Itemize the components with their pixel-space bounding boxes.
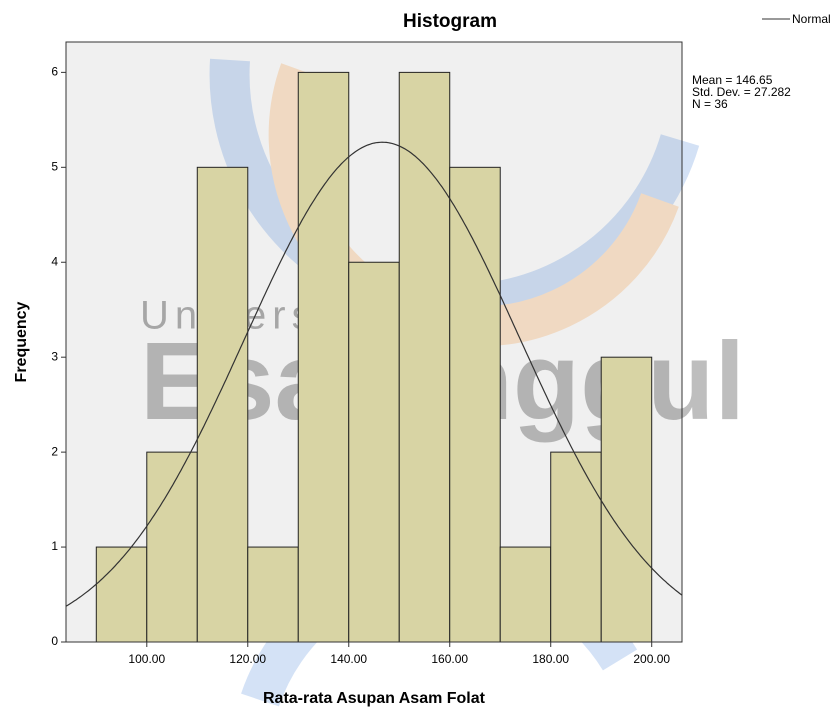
x-tick-label: 180.00 <box>532 652 569 666</box>
bar <box>146 451 198 643</box>
bar <box>550 451 602 643</box>
legend-label: Normal <box>792 12 831 26</box>
y-tick-label: 6 <box>51 65 58 79</box>
x-tick-label: 160.00 <box>431 652 468 666</box>
annotation: Mean = 146.65 <box>692 73 773 87</box>
bar <box>247 546 299 643</box>
chart-title: Histogram <box>403 11 497 32</box>
plot-frame <box>65 41 683 643</box>
y-tick-label: 2 <box>51 444 58 458</box>
normal-curve <box>65 141 683 607</box>
y-tick-label: 5 <box>51 159 58 173</box>
y-axis-label: Frequency <box>13 301 30 382</box>
bar <box>449 166 501 643</box>
y-tick-label: 0 <box>51 634 58 648</box>
y-tick-label: 4 <box>51 254 58 268</box>
x-axis-label: Rata-rata Asupan Asam Folat <box>263 690 486 707</box>
bar <box>95 546 148 643</box>
y-tick-label: 3 <box>51 349 58 363</box>
x-tick-label: 140.00 <box>330 652 367 666</box>
bar <box>499 546 552 643</box>
bar <box>348 261 400 643</box>
y-tick-label: 1 <box>51 539 58 553</box>
bar <box>297 71 350 643</box>
x-tick-label: 120.00 <box>229 652 266 666</box>
bar <box>196 166 249 643</box>
annotation: N = 36 <box>692 97 728 111</box>
annotation: Std. Dev. = 27.282 <box>692 85 791 99</box>
bar <box>600 356 653 643</box>
x-tick-label: 100.00 <box>128 652 165 666</box>
bar <box>398 71 451 643</box>
x-tick-label: 200.00 <box>633 652 670 666</box>
